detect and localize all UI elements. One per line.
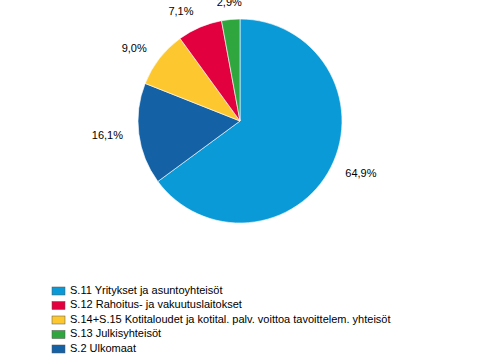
legend-label: S.14+S.15 Kotitaloudet ja kotital. palv.…	[70, 313, 391, 325]
legend-swatch	[52, 302, 65, 310]
legend-label: S.13 Julkisyhteisöt	[70, 327, 161, 339]
chart: 64,9% 16,1% 9,0% 7,1% 2,9% S.11 Yritykset ja …	[0, 0, 480, 360]
data-label: 7,1%	[168, 5, 193, 17]
data-label: 2,9%	[217, 0, 242, 8]
data-label: 64,9%	[345, 167, 376, 179]
legend-swatch	[52, 331, 65, 339]
legend-label: S.12 Rahoitus- ja vakuutuslaitokset	[70, 298, 242, 310]
slices	[138, 19, 342, 223]
data-label: 9,0%	[122, 42, 147, 54]
data-labels: 64,9% 16,1% 9,0% 7,1% 2,9%	[92, 0, 377, 179]
legend-label: S.2 Ulkomaat	[70, 342, 136, 354]
legend-label: S.11 Yritykset ja asuntoyhteisöt	[70, 284, 222, 296]
legend-swatch	[52, 345, 65, 353]
legend-swatch	[52, 287, 65, 295]
legend-swatch	[52, 316, 65, 324]
data-label: 16,1%	[92, 129, 123, 141]
legend: S.11 Yritykset ja asuntoyhteisöt S.12 Rah…	[52, 284, 391, 354]
chart-container: 64,9% 16,1% 9,0% 7,1% 2,9% S.11 Yritykset ja …	[0, 0, 480, 360]
pie-slice	[222, 19, 240, 121]
